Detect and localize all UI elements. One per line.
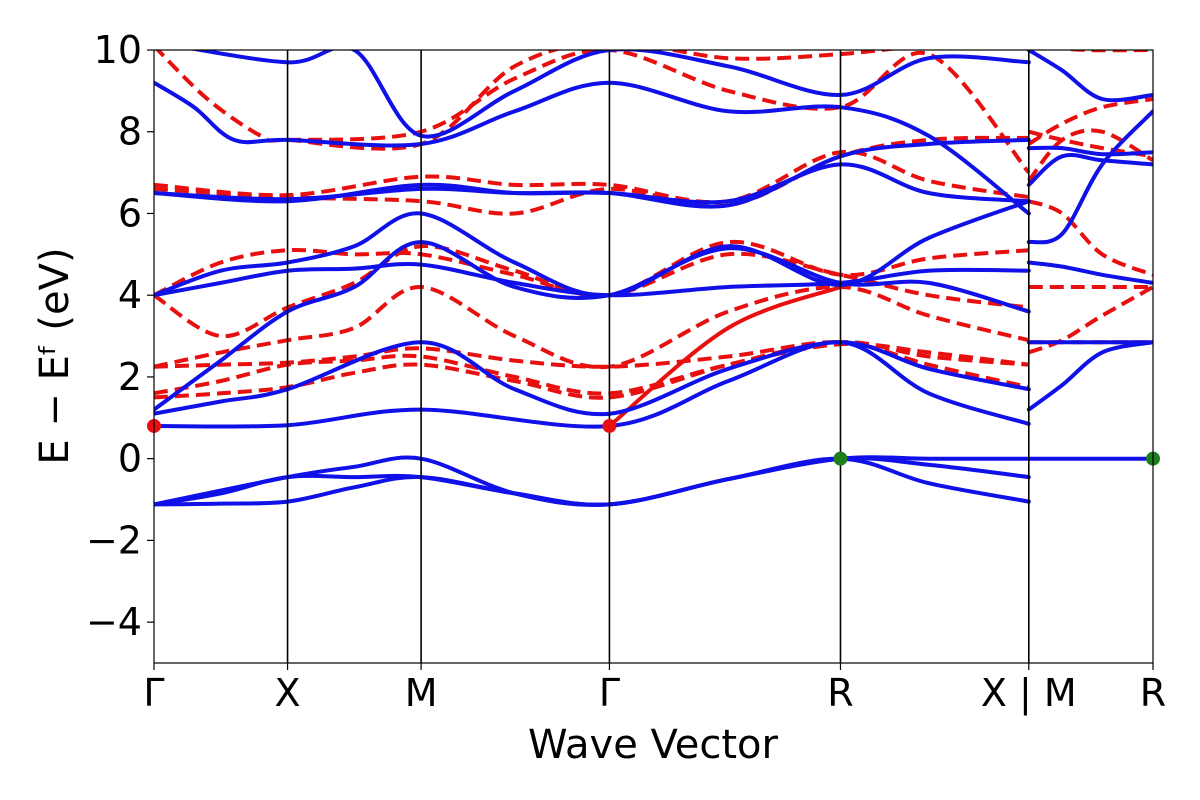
conduction-band-line-23 — [154, 284, 1030, 370]
valence-band-line-11 — [189, 50, 1031, 139]
conduction-band-line-24 — [154, 239, 1029, 339]
vbm-marker — [833, 451, 848, 466]
y-tick-label: −2 — [86, 518, 142, 562]
x-tick-label: R — [827, 671, 853, 715]
y-tick-label: 4 — [118, 273, 142, 317]
conduction-band-line-26 — [608, 285, 842, 428]
y-tick-label: 10 — [94, 28, 142, 72]
conduction-band-line-31 — [1028, 285, 1153, 355]
valence-band-line-2 — [154, 455, 1031, 507]
valence-band-line-0 — [154, 456, 1031, 507]
cbm-marker — [602, 418, 617, 433]
conduction-band-line-27 — [154, 149, 1030, 205]
valence-band-line-7 — [154, 199, 1031, 298]
conduction-band-line-21 — [154, 341, 1030, 396]
valence-band-line-3 — [154, 340, 1031, 429]
conduction-band-line-22 — [154, 340, 1030, 390]
y-tick-label: 8 — [118, 110, 142, 154]
x-tick-label: R — [1140, 671, 1166, 715]
x-axis-ticks: Γ X M Γ R X | M R — [143, 663, 1166, 716]
x-axis-title: Wave Vector — [528, 722, 779, 768]
x-tick-label: Γ — [143, 671, 164, 715]
plot-frame — [153, 49, 1154, 664]
y-axis-title: E − Eᶠ (eV) — [32, 247, 78, 464]
valence-band-line-10 — [154, 80, 1031, 216]
valence-band-line-17 — [1026, 153, 1153, 187]
series-layer — [154, 50, 1153, 507]
y-tick-label: 2 — [118, 355, 142, 399]
y-tick-label: −4 — [86, 600, 142, 644]
valence-band-line-5 — [154, 240, 1031, 412]
conduction-band-line-37 — [1027, 97, 1153, 146]
conduction-band-line-29 — [155, 50, 1031, 174]
conduction-band-line-35 — [1027, 128, 1153, 183]
y-tick-label: 6 — [118, 191, 142, 235]
x-tick-label: X | M — [981, 671, 1077, 716]
conduction-band-line-30 — [287, 50, 899, 151]
valence-band-line-4 — [154, 340, 1031, 417]
conduction-band-line-36 — [1028, 129, 1153, 159]
valence-band-line-1 — [154, 456, 1031, 507]
valence-band-line-16 — [1026, 109, 1153, 245]
x-tick-label: X — [275, 671, 301, 715]
valence-band-line-15 — [1026, 260, 1153, 285]
valence-band-line-13 — [1026, 340, 1153, 412]
y-tick-label: 0 — [118, 437, 142, 481]
y-axis-ticks: −4 −2 0 2 4 6 8 10 — [86, 28, 154, 644]
kpoint-lines — [286, 50, 1030, 663]
valence-band-line-6 — [154, 262, 1031, 298]
valence-band-line-19 — [1026, 50, 1153, 103]
x-tick-label: Γ — [599, 671, 620, 715]
conduction-band-line-34 — [1028, 199, 1153, 277]
valence-band-line-18 — [1026, 145, 1153, 157]
conduction-band-line-28 — [154, 135, 1029, 216]
x-tick-label: M — [405, 671, 438, 715]
